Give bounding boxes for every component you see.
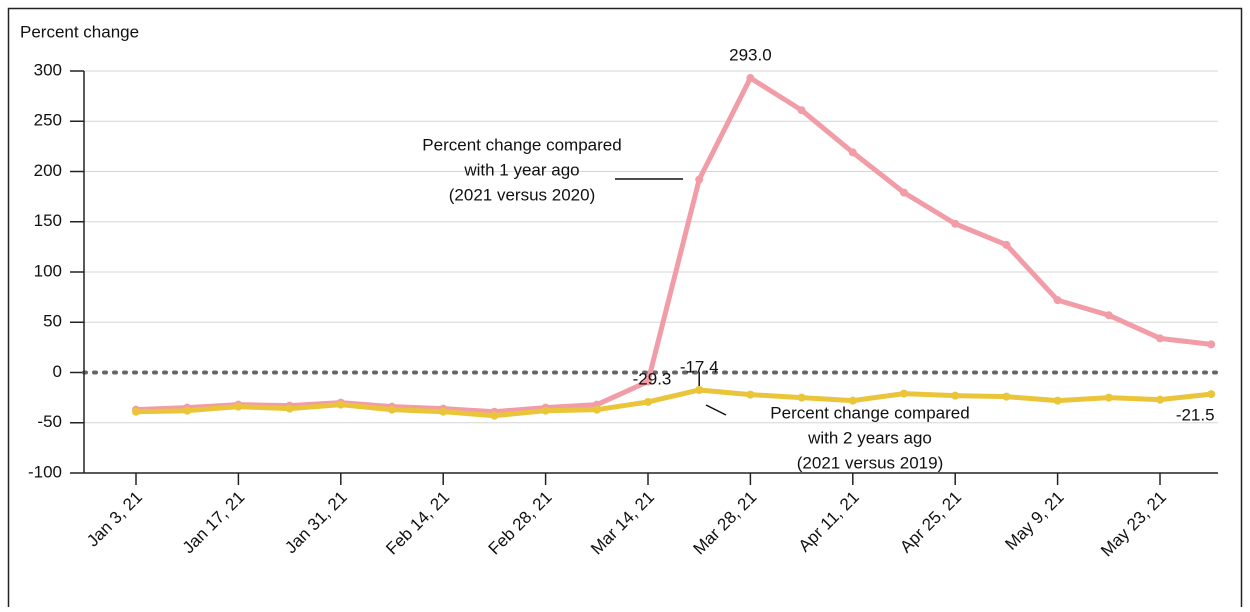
point xyxy=(439,407,448,416)
point xyxy=(1053,296,1062,305)
annotation: (2021 versus 2020) xyxy=(449,185,595,204)
y-tick-label: -100 xyxy=(28,462,62,481)
x-tick-label: May 9, 21 xyxy=(1001,488,1067,554)
x-tick-label: Mar 28, 21 xyxy=(690,488,761,559)
annotation: with 2 years ago xyxy=(807,428,932,447)
point xyxy=(1156,334,1164,343)
data-label: -21.5 xyxy=(1176,406,1215,425)
point xyxy=(132,407,140,416)
point xyxy=(644,377,652,386)
x-tick-label: Apr 25, 21 xyxy=(896,488,965,557)
y-tick-label: 300 xyxy=(34,60,62,79)
point xyxy=(1104,311,1113,320)
point xyxy=(1002,240,1011,249)
point xyxy=(1207,340,1216,349)
y-tick-label: -50 xyxy=(37,412,62,431)
annotation: (2021 versus 2019) xyxy=(797,453,943,472)
y-axis-label: Percent change xyxy=(20,22,139,41)
point xyxy=(951,219,960,228)
point xyxy=(234,402,243,411)
point xyxy=(797,106,806,115)
x-tick-label: Jan 3, 21 xyxy=(83,488,146,551)
point xyxy=(336,400,345,409)
x-tick-label: May 23, 21 xyxy=(1097,488,1170,561)
x-tick-label: Mar 14, 21 xyxy=(587,488,658,559)
y-tick-label: 250 xyxy=(34,111,62,130)
y-tick-label: 50 xyxy=(43,312,62,331)
data-label: -17.4 xyxy=(680,357,719,376)
point xyxy=(797,393,806,402)
point xyxy=(1104,393,1113,402)
series-line xyxy=(135,75,1212,415)
data-label: -29.3 xyxy=(633,369,672,388)
x-tick-label: Feb 28, 21 xyxy=(485,488,556,559)
point xyxy=(1207,390,1216,399)
annotation: Percent change compared xyxy=(770,403,969,422)
point xyxy=(592,405,601,414)
x-tick-label: Feb 14, 21 xyxy=(382,488,453,559)
frame xyxy=(7,7,1243,612)
y-tick-label: 200 xyxy=(34,161,62,180)
point xyxy=(644,397,652,406)
point xyxy=(900,389,908,398)
point xyxy=(541,406,550,415)
x-tick-label: Jan 31, 21 xyxy=(281,488,351,558)
point xyxy=(848,396,857,405)
series-line xyxy=(135,387,1212,419)
annotation: with 1 year ago xyxy=(463,160,579,179)
point xyxy=(285,404,294,413)
y-tick-label: 100 xyxy=(34,261,62,280)
y-tick-label: 0 xyxy=(53,362,62,381)
point xyxy=(848,148,857,157)
point xyxy=(1156,395,1164,404)
point xyxy=(1002,392,1011,401)
x-tick-label: Jan 17, 21 xyxy=(179,488,249,558)
data-label: 293.0 xyxy=(729,46,772,65)
annotation-leader xyxy=(705,404,727,416)
y-tick-label: 150 xyxy=(34,211,62,230)
point xyxy=(183,406,192,415)
annotation: Percent change compared xyxy=(422,135,621,154)
point xyxy=(695,385,704,394)
point xyxy=(695,175,704,184)
point xyxy=(951,391,960,400)
point xyxy=(900,188,908,197)
point xyxy=(746,390,755,399)
point xyxy=(746,74,755,83)
point xyxy=(388,405,396,414)
x-tick-label: Apr 11, 21 xyxy=(795,488,863,556)
point xyxy=(490,411,499,420)
point xyxy=(1053,396,1062,405)
